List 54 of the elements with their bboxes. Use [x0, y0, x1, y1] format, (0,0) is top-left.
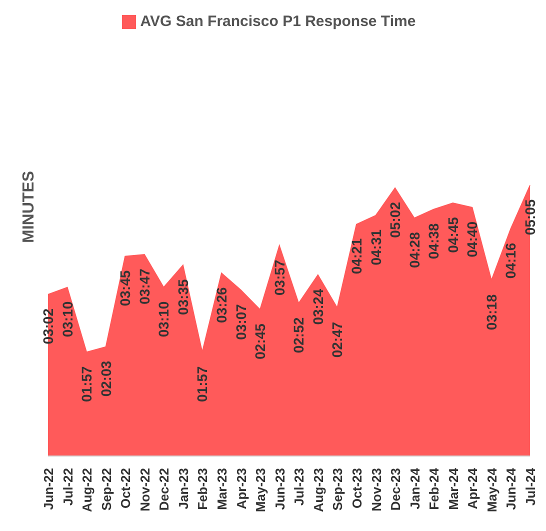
x-tick-label: Jun-24	[504, 467, 519, 510]
data-label: 04:31	[368, 229, 384, 266]
x-tick-label: Jan-24	[407, 467, 422, 510]
x-tick-label: Jul-22	[60, 468, 76, 506]
x-tick-label: Jul-24	[523, 467, 538, 506]
x-tick-label: May-23	[253, 468, 268, 512]
x-tick-label: Aug-22	[80, 468, 95, 512]
data-label: 02:52	[290, 317, 307, 354]
x-tick-label: Nov-23	[368, 468, 384, 512]
data-label: 04:16	[502, 242, 519, 279]
x-tick-label: Mar-24	[446, 467, 461, 510]
data-label: 04:40	[464, 221, 480, 258]
data-label: 04:45	[444, 216, 461, 253]
x-tick-label: Oct-23	[349, 468, 364, 508]
x-tick-label: Jan-23	[176, 468, 191, 510]
data-label: 04:21	[348, 238, 364, 274]
x-tick-label: Mar-23	[214, 468, 230, 510]
data-label: 05:02	[387, 202, 404, 238]
x-tick-label: Jun-22	[41, 468, 56, 510]
data-label: 05:05	[522, 199, 538, 236]
x-tick-label: Dec-23	[388, 468, 404, 511]
x-tick-label: Dec-22	[156, 468, 172, 511]
data-label: 03:35	[174, 278, 191, 316]
x-tick-label: Sep-22	[98, 468, 114, 511]
x-tick-label: Nov-22	[137, 468, 152, 512]
data-label: 02:03	[98, 360, 114, 397]
data-label: 01:57	[78, 366, 95, 402]
data-label: 02:47	[329, 322, 346, 358]
data-label: 03:57	[271, 259, 288, 296]
data-label: 04:38	[426, 223, 442, 260]
x-tick-label: Sep-23	[330, 468, 346, 511]
x-tick-label: Oct-22	[118, 468, 134, 508]
data-label: 03:07	[232, 304, 249, 340]
legend-label: AVG San Francisco P1 Response Time	[140, 13, 416, 30]
data-label: 03:18	[483, 294, 500, 330]
data-label: 03:47	[136, 268, 152, 304]
x-tick-label: Jun-23	[272, 468, 288, 510]
x-tick-label: Feb-24	[426, 467, 442, 510]
y-axis-title: MINUTES	[20, 170, 38, 243]
data-label: 03:24	[310, 288, 326, 325]
x-tick-label: Jul-23	[292, 468, 307, 506]
x-tick-label: Apr-24	[465, 467, 480, 510]
data-label: 03:10	[59, 301, 76, 338]
x-tick-label: Feb-23	[195, 468, 210, 510]
x-tick-label: May-24	[484, 467, 500, 512]
data-label: 03:26	[214, 286, 230, 324]
data-label: 02:45	[252, 323, 268, 360]
x-tick-label: Apr-23	[234, 468, 249, 510]
data-label: 03:02	[40, 308, 56, 344]
data-label: 01:57	[194, 366, 210, 402]
data-label: 04:28	[406, 232, 422, 268]
x-tick-label: Aug-23	[310, 468, 326, 512]
data-label: 03:45	[117, 270, 134, 306]
data-label: 03:10	[156, 301, 172, 338]
